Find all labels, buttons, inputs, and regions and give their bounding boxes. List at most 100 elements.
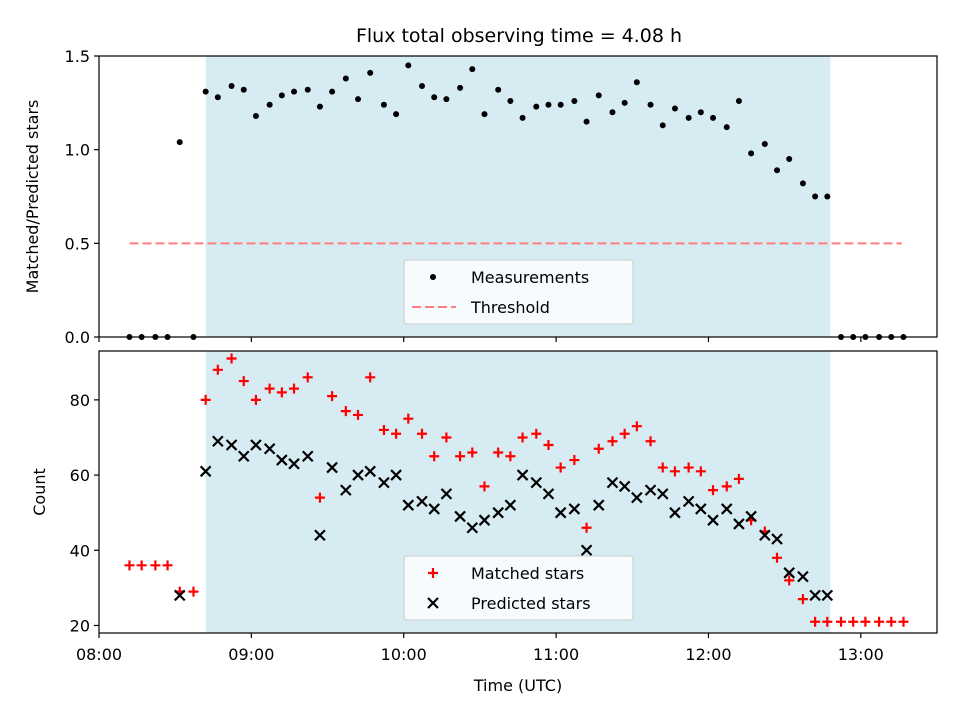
predicted-star-point — [225, 439, 238, 451]
measurement-point — [481, 111, 488, 118]
x-tick-label: 09:00 — [228, 645, 274, 664]
predicted-star-point — [580, 544, 593, 557]
predicted-star-point — [821, 589, 834, 602]
matched-star-point — [886, 616, 897, 627]
measurement-point — [380, 101, 387, 108]
legend-label-measurements: Measurements — [471, 268, 589, 287]
matched-star-point — [276, 387, 287, 398]
predicted-star-point — [326, 461, 338, 474]
matched-star-point — [150, 560, 161, 571]
predicted-star-point — [745, 510, 757, 523]
predicted-star-point — [695, 503, 707, 515]
y-tick-label: 1.0 — [65, 141, 90, 160]
matched-star-point — [708, 485, 719, 496]
top-panel: 0.0 0.5 1.0 1.5 Matched/Predicted stars Measu… — [23, 47, 938, 347]
measurement-point — [355, 96, 362, 103]
matched-star-point — [721, 481, 732, 492]
y-tick-label: 0.5 — [65, 234, 90, 253]
matched-star-point — [657, 462, 668, 473]
predicted-star-point — [364, 465, 376, 478]
x-tick-label: 13:00 — [838, 645, 884, 664]
x-axis-label: Time (UTC) — [473, 676, 562, 695]
chart-title: Flux total observing time = 4.08 h — [356, 25, 682, 47]
matched-star-point — [188, 586, 199, 597]
predicted-star-point — [314, 529, 326, 542]
predicted-star-point — [454, 510, 466, 523]
measurement-point — [507, 97, 514, 104]
matched-star-point — [162, 560, 173, 571]
measurement-point — [633, 79, 640, 86]
y-axis-label: Matched/Predicted stars — [23, 100, 42, 294]
predicted-star-point — [618, 480, 631, 493]
matched-star-point — [810, 616, 821, 627]
matched-star-point — [645, 436, 656, 447]
measurement-point — [824, 193, 831, 200]
measurement-point — [609, 109, 616, 116]
matched-star-point — [797, 594, 808, 605]
matched-star-point — [353, 409, 364, 420]
predicted-star-point — [340, 484, 352, 496]
measurement-point — [583, 118, 590, 125]
measurement-point — [393, 111, 400, 118]
legend-label-threshold: Threshold — [470, 298, 550, 317]
matched-star-point — [593, 443, 604, 454]
measurement-point — [202, 88, 209, 95]
matched-star-point — [505, 451, 516, 462]
predicted-star-point — [352, 469, 364, 481]
measurement-point — [697, 109, 704, 116]
matched-star-point — [403, 413, 414, 424]
predicted-star-point — [797, 570, 809, 583]
predicted-star-point — [568, 503, 581, 515]
matched-star-point — [455, 451, 466, 462]
matched-star-point — [238, 376, 249, 387]
legend-box — [403, 555, 634, 621]
predicted-star-point — [428, 503, 440, 515]
predicted-star-point — [644, 484, 657, 496]
measurement-point — [659, 122, 666, 129]
matched-star-point — [822, 616, 833, 627]
measurement-point — [431, 94, 438, 101]
predicted-star-point — [402, 499, 415, 511]
measurement-point — [799, 180, 806, 187]
measurement-point — [367, 69, 374, 76]
predicted-star-point — [554, 506, 567, 519]
measurement-point — [342, 75, 349, 82]
matched-star-point — [136, 560, 147, 571]
legend-marker-matched — [428, 568, 438, 578]
predicted-star-point — [516, 469, 529, 481]
measurement-point — [812, 193, 819, 200]
matched-star-point — [212, 364, 223, 375]
matched-star-point — [581, 522, 592, 533]
matched-star-point — [517, 432, 528, 443]
measurement-point — [571, 97, 578, 104]
y-tick-label: 60 — [70, 466, 90, 485]
measurement-point — [469, 66, 476, 73]
measurement-point — [329, 88, 336, 95]
predicted-star-point — [173, 589, 186, 602]
y-tick-label: 40 — [70, 541, 90, 560]
predicted-star-point — [606, 476, 619, 489]
predicted-star-point — [301, 450, 314, 463]
matched-star-point — [467, 447, 478, 458]
matched-star-point — [543, 440, 554, 450]
predicted-star-point — [199, 465, 212, 478]
predicted-star-point — [733, 518, 745, 530]
predicted-star-point — [466, 521, 479, 534]
matched-star-point — [391, 428, 402, 439]
matched-star-point — [531, 428, 542, 439]
predicted-star-point — [682, 495, 695, 508]
y-axis-label: Count — [30, 468, 49, 516]
matched-star-point — [784, 575, 795, 586]
axes-frame — [98, 55, 938, 338]
matched-star-point — [836, 616, 847, 627]
matched-star-point — [898, 616, 909, 627]
predicted-star-point — [809, 589, 821, 602]
predicted-star-point — [656, 488, 669, 500]
measurement-point — [419, 82, 426, 89]
measurement-point — [685, 114, 692, 121]
measurement-point — [214, 94, 221, 101]
predicted-star-point — [771, 533, 783, 545]
matched-star-point — [683, 462, 694, 473]
measurement-point — [519, 114, 526, 121]
measurement-point — [176, 139, 183, 146]
